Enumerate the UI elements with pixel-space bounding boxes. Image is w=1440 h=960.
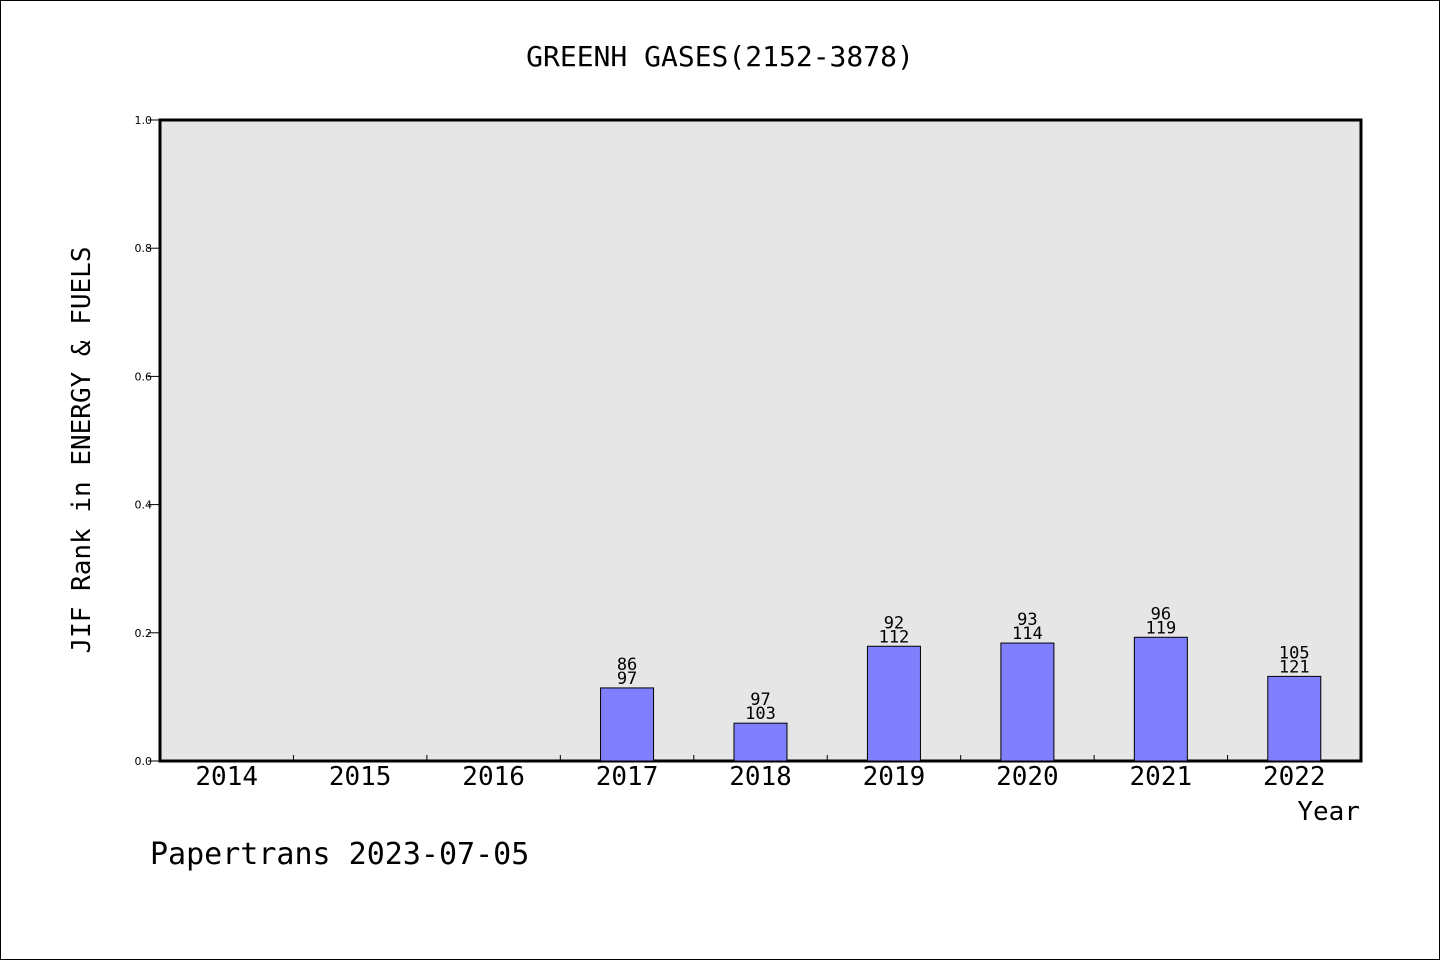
bar-rank-label: 96 [1151, 604, 1171, 624]
y-tick-label: 1.0 [135, 114, 153, 127]
x-tick-label: 2017 [596, 762, 659, 792]
y-axis: 0.0 0.2 0.4 0.6 0.8 1.0 [135, 114, 160, 768]
bar-rank-label: 93 [1017, 610, 1037, 630]
bar-2019 [866, 645, 921, 762]
bar-2021 [1133, 636, 1188, 762]
x-tick-label: 2016 [462, 762, 525, 792]
x-axis-label: Year [1297, 797, 1360, 827]
x-tick-label: 2019 [863, 762, 926, 792]
x-tick-label: 2020 [996, 762, 1059, 792]
bar-2020 [1000, 642, 1055, 762]
bar-total-label: 112 [879, 627, 910, 647]
bar-rank-label: 97 [750, 690, 770, 710]
bar-rank-label: 92 [884, 613, 904, 633]
y-tick-label: 0.0 [135, 755, 153, 768]
bar-rank-label: 105 [1279, 643, 1310, 663]
bar-total-label: 121 [1279, 657, 1310, 677]
x-tick-label: 2021 [1130, 762, 1193, 792]
bar-total-label: 97 [617, 669, 637, 689]
y-axis-label: JIF Rank in ENERGY & FUELS [67, 247, 97, 654]
y-tick-label: 0.8 [135, 242, 153, 255]
x-tick-label: 2014 [195, 762, 258, 792]
bar-2017 [600, 687, 655, 762]
footer-text: Papertrans 2023-07-05 [150, 837, 529, 872]
y-tick-label: 0.4 [135, 499, 153, 512]
bar-total-label: 119 [1145, 618, 1176, 638]
y-tick-label: 0.2 [135, 627, 153, 640]
x-axis: 2014 2015 2016 2017 2018 2019 2020 2021 2022 [195, 755, 1326, 792]
bars [600, 636, 1322, 762]
x-tick-label: 2015 [329, 762, 392, 792]
chart-title: GREENH GASES(2152-3878) [526, 40, 914, 73]
bar-total-label: 103 [745, 704, 776, 724]
x-tick-label: 2018 [729, 762, 792, 792]
bar-2022 [1267, 675, 1322, 762]
bar-rank-label: 86 [617, 655, 637, 675]
bar-2018 [733, 722, 788, 762]
x-tick-label: 2022 [1263, 762, 1326, 792]
y-tick-label: 0.6 [135, 370, 153, 383]
bar-total-label: 114 [1012, 624, 1043, 644]
